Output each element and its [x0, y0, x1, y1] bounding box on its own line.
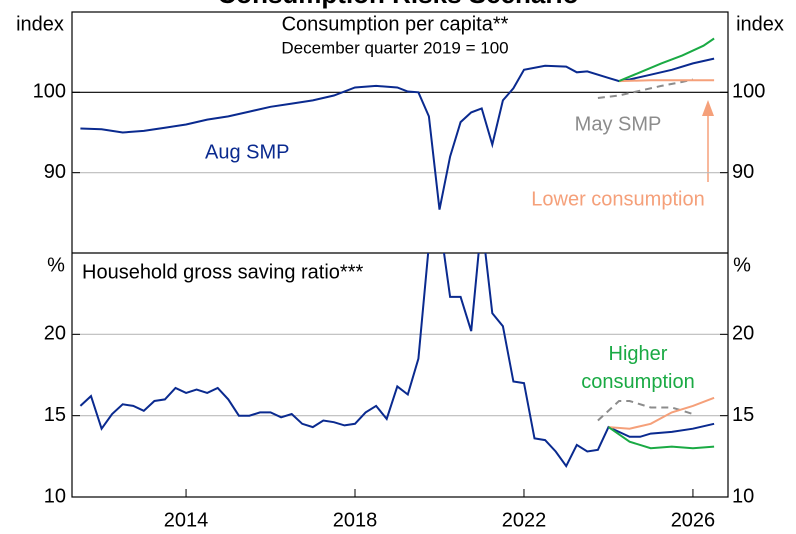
frame	[71, 11, 729, 498]
series-line	[607, 426, 715, 450]
y2-axis-label: index	[736, 13, 784, 35]
y2-tick-label: 100	[732, 81, 765, 103]
y2-tick-label: 10	[732, 485, 754, 507]
y-tick-label: 10	[44, 485, 66, 507]
arrow-head	[702, 100, 714, 116]
y-axis-label: %	[47, 254, 65, 276]
x-tick-label: 2026	[671, 509, 716, 531]
series-line	[618, 37, 715, 83]
y-axis-label: index	[16, 13, 64, 35]
y2-axis-label: %	[733, 254, 751, 276]
y-tick-label: 15	[44, 404, 66, 426]
y2-tick-label: 15	[732, 404, 754, 426]
x-tick-label: 2014	[164, 509, 209, 531]
x-tick-label: 2022	[502, 509, 547, 531]
series-line	[597, 400, 694, 422]
y-tick-label: 90	[44, 161, 66, 183]
series-line	[80, 57, 715, 210]
y-tick-label: 20	[44, 323, 66, 345]
x-tick-label: 2018	[333, 509, 378, 531]
series-label: Lower consumption	[531, 188, 704, 210]
y2-tick-label: 20	[732, 323, 754, 345]
y2-tick-label: 90	[732, 161, 754, 183]
panel-subtitle: December quarter 2019 = 100	[281, 38, 508, 57]
series-line	[79, 253, 715, 469]
series-label: Higher consumption	[581, 343, 694, 393]
series-line	[597, 78, 694, 99]
series-line	[608, 396, 715, 430]
plot-area	[79, 253, 715, 469]
panel-title: Consumption per capita**	[282, 13, 509, 35]
series-line	[618, 79, 715, 83]
series-label: May SMP	[575, 113, 662, 135]
plot-area	[80, 37, 715, 210]
series-label: Aug SMP	[205, 141, 289, 163]
y-tick-label: 100	[33, 81, 66, 103]
chart-title: Consumption Risks Scenario	[217, 0, 578, 9]
panel-title: Household gross saving ratio***	[82, 261, 363, 283]
